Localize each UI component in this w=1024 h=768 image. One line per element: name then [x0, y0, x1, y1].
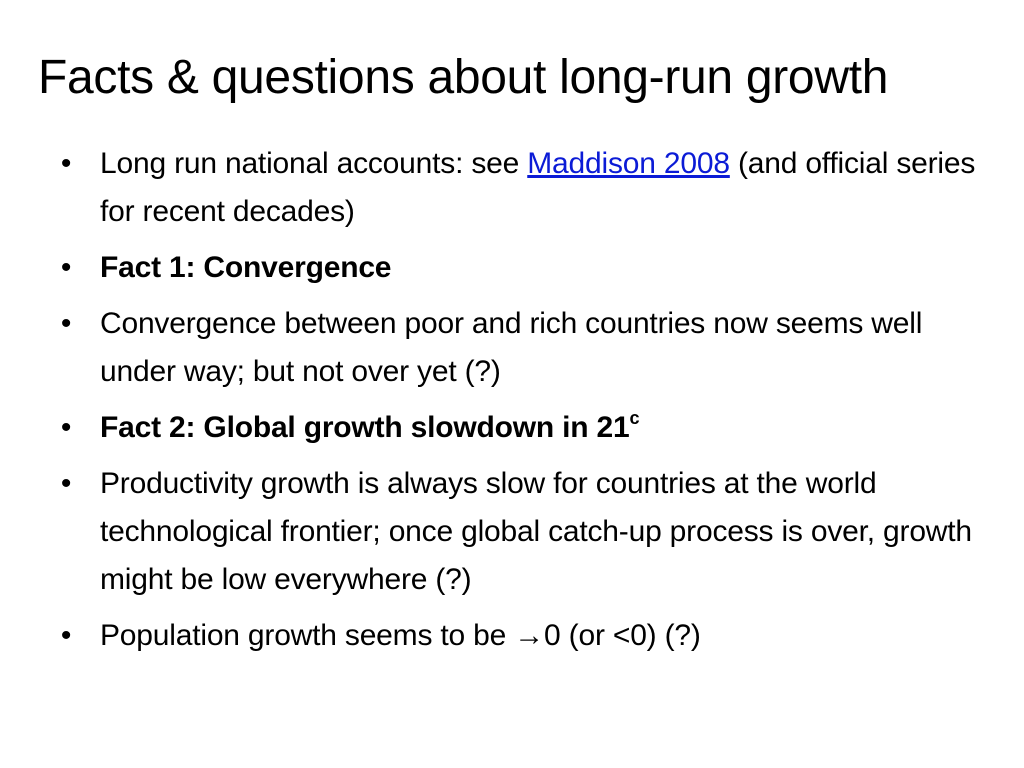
bullet-point-icon: •: [60, 467, 72, 500]
productivity-text: Productivity growth is always slow for c…: [100, 467, 972, 596]
fact-1-heading: Fact 1: Convergence: [100, 251, 392, 284]
maddison-2008-link[interactable]: Maddison 2008: [527, 147, 730, 180]
bullet-point-icon: •: [60, 251, 72, 284]
slide-title: Facts & questions about long-run growth: [38, 51, 889, 104]
bullet-point-icon: •: [60, 147, 72, 180]
bullet-item-fact-1: • Fact 1: Convergence: [56, 244, 986, 292]
bullet-point-icon: •: [60, 619, 72, 652]
bullet-item-fact-2: • Fact 2: Global growth slowdown in 21c: [56, 404, 986, 452]
bullet-item-national-accounts: • Long run national accounts: see Maddis…: [56, 140, 986, 236]
convergence-text: Convergence between poor and rich countr…: [100, 307, 923, 388]
bullet-text-before-link: Long run national accounts: see: [100, 147, 528, 180]
bullet-point-icon: •: [60, 411, 72, 444]
bullet-item-convergence: • Convergence between poor and rich coun…: [56, 300, 986, 396]
bullet-list: • Long run national accounts: see Maddis…: [56, 140, 986, 668]
century-superscript: c: [629, 408, 640, 428]
bullet-point-icon: •: [60, 307, 72, 340]
bullet-item-population: • Population growth seems to be →0 (or <…: [56, 612, 986, 660]
bullet-item-productivity: • Productivity growth is always slow for…: [56, 460, 986, 604]
fact-2-heading: Fact 2: Global growth slowdown in 21: [100, 411, 630, 444]
population-text: Population growth seems to be →0 (or <0)…: [100, 619, 701, 652]
bullet-text-after-link: (and official series for recent decades): [100, 147, 976, 228]
